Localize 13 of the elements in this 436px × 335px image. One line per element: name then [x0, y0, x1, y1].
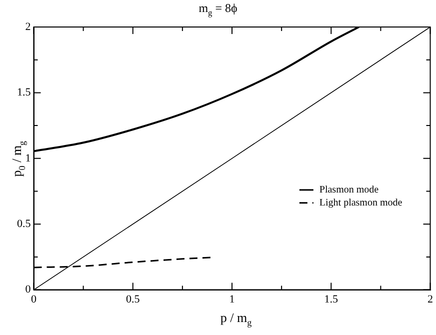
y-tick-label: 1.5 — [17, 86, 32, 99]
y-tick-label: 1 — [25, 152, 31, 164]
y-tick-label: 2 — [25, 20, 31, 33]
legend-label: Light plasmon mode — [319, 198, 403, 209]
x-axis-title: p / m$_{g}$ — [219, 310, 253, 328]
y-tick-label: 0 — [25, 284, 32, 296]
x-tick-label: 1 — [229, 293, 235, 306]
legend-label: Plasmon mode — [319, 184, 380, 196]
chart-title: m$_{g}$ = 8ϕ — [198, 1, 238, 18]
y-tick-label: 0.5 — [17, 218, 32, 230]
x-tick-label: 1.5 — [324, 293, 338, 306]
x-tick-label: 0.5 — [126, 293, 140, 306]
x-tick-label: 2 — [428, 293, 433, 306]
